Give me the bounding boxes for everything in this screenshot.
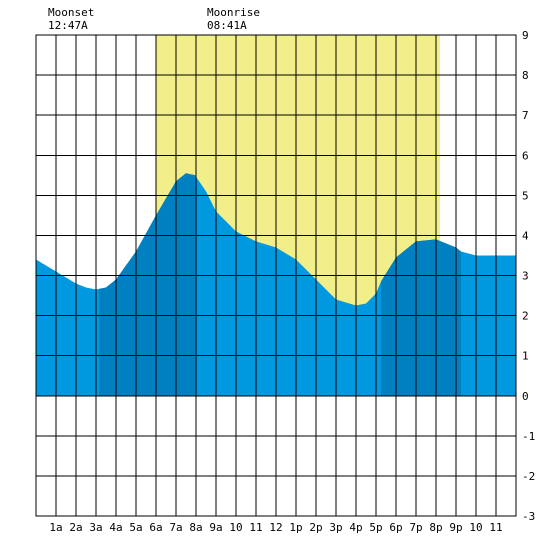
y-tick-label: 2 [522,310,529,323]
x-tick-label: 2a [69,521,82,534]
y-tick-label: 0 [522,390,529,403]
x-tick-label: 11 [489,521,502,534]
moonrise-time: 08:41A [207,19,247,32]
x-tick-label: 9a [209,521,222,534]
grid-layer [35,34,517,517]
x-tick-label: 1a [49,521,62,534]
x-tick-label: 10 [469,521,482,534]
y-tick-label: 5 [522,189,529,202]
y-tick-label: 9 [522,29,529,42]
x-tick-label: 1p [289,521,302,534]
y-tick-label: -2 [522,470,535,483]
x-tick-label: 3p [329,521,342,534]
x-tick-label: 8a [189,521,202,534]
x-tick-label: 5a [129,521,142,534]
x-tick-label: 2p [309,521,322,534]
x-tick-label: 6p [389,521,402,534]
moonrise-label: Moonrise [207,6,260,19]
moonset-time: 12:47A [48,19,88,32]
y-tick-label: 7 [522,109,529,122]
x-tick-label: 7a [169,521,182,534]
moonset-label: Moonset [48,6,94,19]
x-tick-label: 4p [349,521,362,534]
x-tick-label: 3a [89,521,102,534]
y-tick-label: 6 [522,149,529,162]
x-axis-tick-labels: 1a 2a 3a 4a 5a 6a 7a 8a 9a 10 11 12 1p 2p 3p 4p 5p 6p 7p 8p… [49,521,502,534]
y-tick-label: 3 [522,270,529,283]
y-tick-label: 8 [522,69,529,82]
y-axis-tick-labels: -3 -2 -1 0 1 2 3 4 5 6 7 8 9 [522,29,535,523]
plot-frame [35,34,517,517]
y-tick-label: -3 [522,510,535,523]
x-tick-label: 8p [429,521,442,534]
x-tick-label: 11 [249,521,262,534]
y-tick-label: 1 [522,350,529,363]
x-tick-label: 6a [149,521,162,534]
y-tick-label: -1 [522,430,535,443]
x-tick-label: 12 [269,521,282,534]
x-tick-label: 10 [229,521,242,534]
x-tick-label: 4a [109,521,122,534]
y-tick-label: 4 [522,229,529,242]
x-tick-label: 7p [409,521,422,534]
moon-events-header: Moonset 12:47A Moonrise 08:41A [48,6,260,32]
x-tick-label: 5p [369,521,382,534]
x-tick-label: 9p [449,521,462,534]
